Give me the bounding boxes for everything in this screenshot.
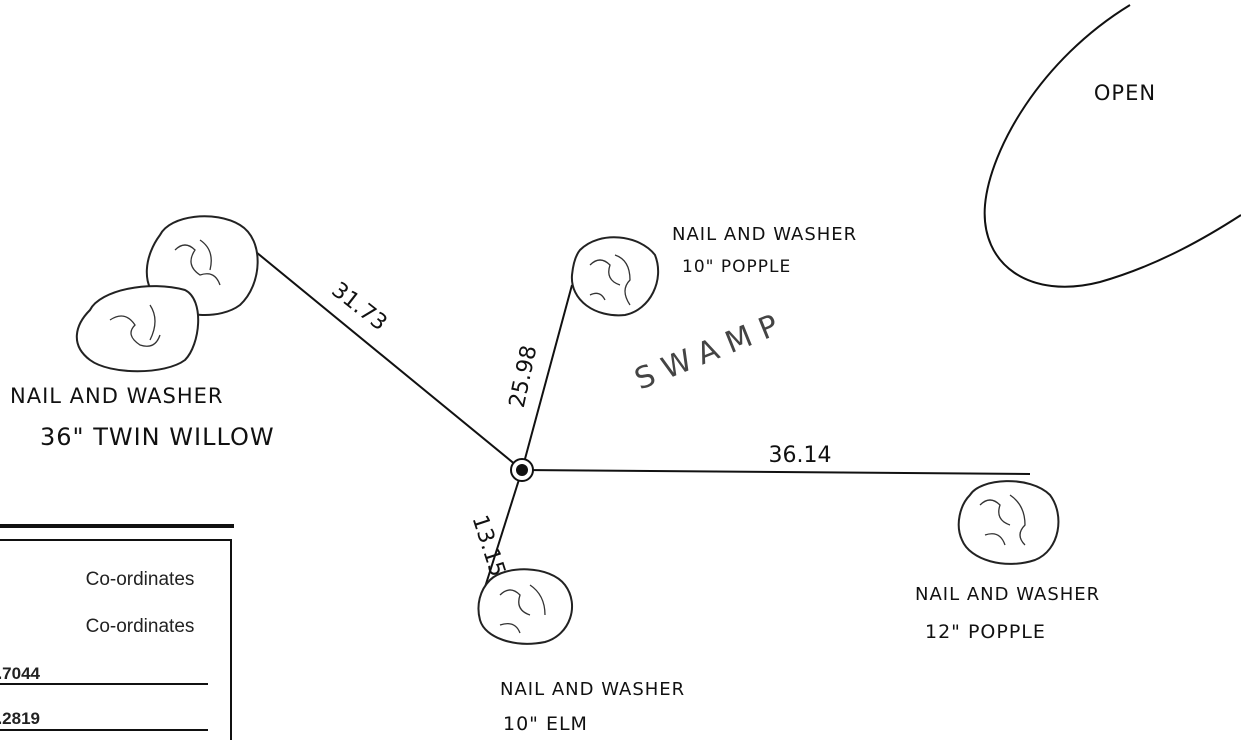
open-label: OPEN — [1094, 81, 1156, 105]
distance-label: 25.98 — [505, 343, 543, 410]
point-tree: 10" ELM — [503, 713, 588, 735]
point-title: NAIL AND WASHER — [500, 679, 685, 700]
coordinates-table: Co-ordinates Co-ordinates 7.7044 5.2819 — [0, 526, 234, 740]
distance-label: 13.15 — [467, 512, 510, 580]
point-title: NAIL AND WASHER — [672, 224, 857, 245]
tree-popple-north — [572, 237, 658, 315]
point-tree: 36" TWIN WILLOW — [40, 423, 275, 451]
point-title: NAIL AND WASHER — [10, 384, 224, 408]
tree-elm — [478, 569, 572, 643]
distance-label: 36.14 — [769, 443, 832, 468]
survey-sketch: OPEN 31.73 25.98 36.14 13.15 NAIL AND WA… — [0, 0, 1241, 740]
distance-label: 31.73 — [326, 278, 391, 336]
ray — [522, 470, 1030, 474]
open-boundary — [985, 5, 1241, 287]
point-title: NAIL AND WASHER — [915, 584, 1100, 605]
table-value: 7.7044 — [0, 664, 41, 683]
tree-popple-east — [959, 481, 1059, 564]
tree-willow — [77, 216, 258, 371]
point-tree: 12" POPPLE — [925, 621, 1046, 643]
table-header: Co-ordinates — [86, 569, 195, 590]
point-tree: 10" POPPLE — [682, 257, 791, 277]
table-header: Co-ordinates — [86, 616, 195, 637]
table-value: 5.2819 — [0, 709, 40, 728]
ray — [245, 243, 522, 470]
swamp-label: SWAMP — [630, 304, 793, 397]
station-center — [516, 464, 528, 476]
